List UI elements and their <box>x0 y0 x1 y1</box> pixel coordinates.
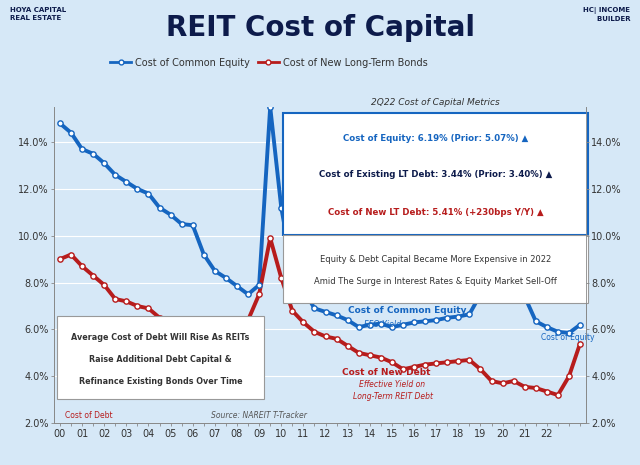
Text: REIT Cost of Capital: REIT Cost of Capital <box>166 14 474 42</box>
Legend: Cost of Common Equity, Cost of New Long-Term Bonds: Cost of Common Equity, Cost of New Long-… <box>106 53 431 72</box>
Text: 2Q22 Cost of Capital Metrics: 2Q22 Cost of Capital Metrics <box>371 98 500 107</box>
Text: FFO Yield: FFO Yield <box>364 320 401 329</box>
Text: Raise Additional Debt Capital &: Raise Additional Debt Capital & <box>90 355 232 365</box>
Text: Average Cost of Debt Will Rise As REITs: Average Cost of Debt Will Rise As REITs <box>72 333 250 342</box>
Text: HC| INCOME
    BUILDER: HC| INCOME BUILDER <box>584 7 630 22</box>
Text: Cost of Common Equity: Cost of Common Equity <box>348 306 466 315</box>
FancyBboxPatch shape <box>57 316 264 399</box>
Text: Cost of Existing LT Debt: 3.44% (Prior: 3.40%) ▲: Cost of Existing LT Debt: 3.44% (Prior: … <box>319 170 552 179</box>
Text: Cost of Debt: Cost of Debt <box>65 411 113 420</box>
Text: HOYA CAPITAL
REAL ESTATE: HOYA CAPITAL REAL ESTATE <box>10 7 66 21</box>
Text: Cost of New LT Debt: 5.41% (+230bps Y/Y) ▲: Cost of New LT Debt: 5.41% (+230bps Y/Y)… <box>328 207 543 217</box>
Text: Effective Yield on: Effective Yield on <box>359 380 425 389</box>
Text: Refinance Existing Bonds Over Time: Refinance Existing Bonds Over Time <box>79 377 243 386</box>
Text: Cost of Equity: 6.19% (Prior: 5.07%) ▲: Cost of Equity: 6.19% (Prior: 5.07%) ▲ <box>343 134 528 143</box>
FancyBboxPatch shape <box>283 235 588 303</box>
FancyBboxPatch shape <box>283 113 588 235</box>
Text: Amid The Surge in Interest Rates & Equity Market Sell-Off: Amid The Surge in Interest Rates & Equit… <box>314 278 557 286</box>
Text: Cost of Equity: Cost of Equity <box>541 333 595 342</box>
Text: Cost of New Debt: Cost of New Debt <box>342 368 431 377</box>
Text: Long-Term REIT Debt: Long-Term REIT Debt <box>353 392 433 400</box>
Text: Equity & Debt Capital Became More Expensive in 2022: Equity & Debt Capital Became More Expens… <box>320 255 551 264</box>
Text: Source: NAREIT T-Tracker: Source: NAREIT T-Tracker <box>211 412 307 420</box>
